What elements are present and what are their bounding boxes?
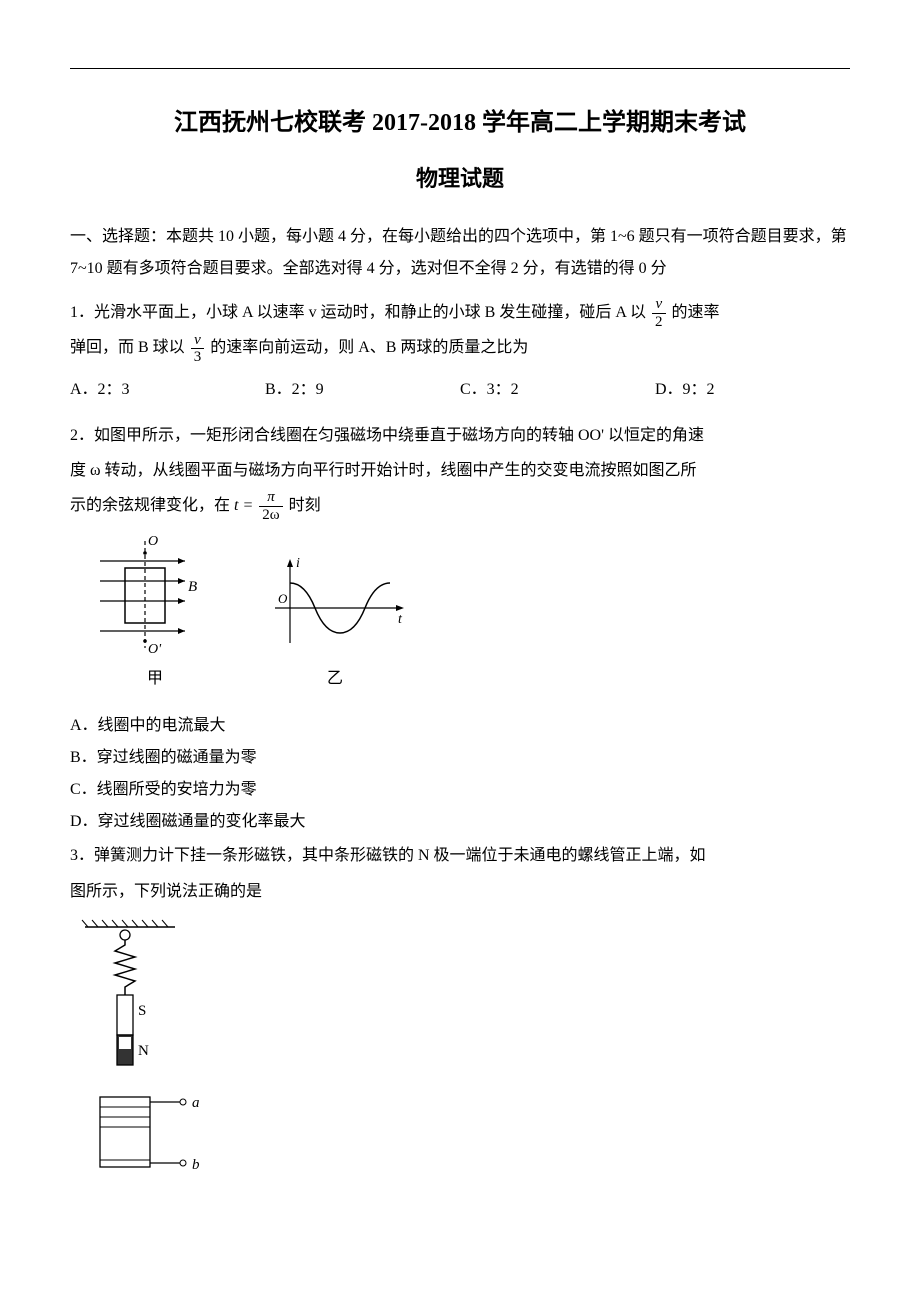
q1-text-prefix: 1．光滑水平面上，小球 A 以速率 v 运动时，和静止的小球 B 发生碰撞，碰后… [70,304,646,321]
q1-option-a: A．2：3 [70,374,265,406]
q2-line1: 2．如图甲所示，一矩形闭合线圈在匀强磁场中绕垂直于磁场方向的转轴 OO' 以恒定… [70,427,704,444]
q1-option-d: D．9：2 [655,374,850,406]
q2-line3a: 示的余弦规律变化，在 [70,497,230,514]
svg-text:a: a [192,1095,200,1111]
q2-fraction: π 2ω [259,489,282,523]
question-1: 1．光滑水平面上，小球 A 以速率 v 运动时，和静止的小球 B 发生碰撞，碰后… [70,295,850,366]
svg-text:O: O [148,534,158,549]
svg-text:S: S [138,1003,146,1019]
q1-text-mid1: 的速率 [672,304,720,321]
q2-figure-yi: i t O 乙 [260,553,410,695]
svg-text:b: b [192,1157,200,1173]
q1-option-c: C．3：2 [460,374,655,406]
q2-figures: O O' B 甲 i t O [90,533,850,695]
q1-fraction-1: v 2 [652,296,666,330]
question-3: 3．弹簧测力计下挂一条形磁铁，其中条形磁铁的 N 极一端位于未通电的螺线管正上端… [70,838,850,908]
svg-text:O': O' [148,642,162,657]
svg-text:N: N [138,1043,149,1059]
q2-option-d: D．穿过线圈磁通量的变化率最大 [70,806,850,838]
q2-option-c: C．线圈所受的安培力为零 [70,774,850,806]
q2-line3b: 时刻 [289,497,321,514]
q2-fig-jia-label: 甲 [90,663,220,695]
q1-options: A．2：3 B．2：9 C．3：2 D．9：2 [70,374,850,406]
svg-text:t: t [398,612,403,627]
q2-options: A．线圈中的电流最大 B．穿过线圈的磁通量为零 C．线圈所受的安培力为零 D．穿… [70,710,850,838]
exam-title-main: 江西抚州七校联考 2017-2018 学年高二上学期期末考试 [70,99,850,147]
cosine-wave-diagram-icon: i t O [260,553,410,663]
q2-option-b: B．穿过线圈的磁通量为零 [70,742,850,774]
q1-fraction-2: v 3 [191,332,205,366]
coil-in-field-diagram-icon: O O' B [90,533,220,663]
q3-line2: 图所示，下列说法正确的是 [70,883,262,900]
q2-figure-jia: O O' B 甲 [90,533,220,695]
section-instructions: 一、选择题：本题共 10 小题，每小题 4 分，在每小题给出的四个选项中，第 1… [70,221,850,285]
page-top-rule [70,68,850,69]
question-2: 2．如图甲所示，一矩形闭合线圈在匀强磁场中绕垂直于磁场方向的转轴 OO' 以恒定… [70,418,850,524]
q2-option-a: A．线圈中的电流最大 [70,710,850,742]
q1-text-line2a: 弹回，而 B 球以 [70,339,185,356]
q1-text-line2b: 的速率向前运动，则 A、B 两球的质量之比为 [210,339,528,356]
q1-option-b: B．2：9 [265,374,460,406]
q3-figure: S N a b [80,917,850,1197]
q2-eq-lhs: t = [234,497,253,514]
svg-text:B: B [188,579,197,595]
exam-title-sub: 物理试题 [70,157,850,201]
svg-text:O: O [278,591,288,606]
spring-magnet-solenoid-diagram-icon: S N a b [80,917,230,1197]
q2-line2: 度 ω 转动，从线圈平面与磁场方向平行时开始计时，线圈中产生的交变电流按照如图乙… [70,462,697,479]
q2-fig-yi-label: 乙 [260,663,410,695]
svg-text:i: i [296,556,300,571]
q3-line1: 3．弹簧测力计下挂一条形磁铁，其中条形磁铁的 N 极一端位于未通电的螺线管正上端… [70,847,706,864]
